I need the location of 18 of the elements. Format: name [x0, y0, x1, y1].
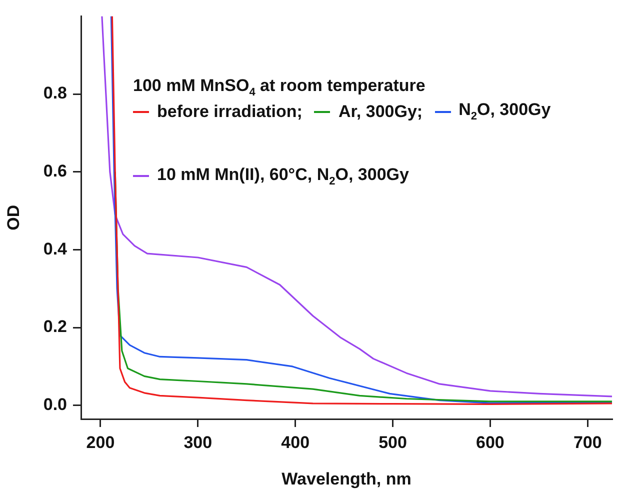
legend-label: Ar, 300Gy; [338, 102, 423, 122]
y-tick-label: 0.6 [43, 162, 67, 181]
x-tick-label: 400 [281, 432, 310, 452]
x-tick-label: 300 [184, 432, 212, 452]
legend-label: N$_{2}$O, 300Gy [458, 100, 551, 123]
y-tick-label: 0.4 [43, 239, 68, 258]
x-tick-label: 700 [573, 432, 602, 452]
legend-label: before irradiation; [157, 102, 302, 122]
y-tick-label: 0.8 [43, 84, 67, 103]
legend-label: 10 mM Mn(II), 60°C, N$_{2}$O, 300Gy [157, 164, 409, 188]
y-tick-label: 0.2 [43, 317, 67, 336]
x-tick-label: 200 [86, 432, 115, 452]
x-tick-label: 500 [378, 432, 407, 452]
annotation: 100 mM MnSO$_{4}$ at room temperature [133, 76, 426, 98]
x-tick-label: 600 [476, 432, 504, 452]
x-axis-title: Wavelength, nm [282, 469, 412, 488]
y-tick-label: 0.0 [43, 395, 67, 414]
y-axis-title: OD [4, 204, 23, 230]
